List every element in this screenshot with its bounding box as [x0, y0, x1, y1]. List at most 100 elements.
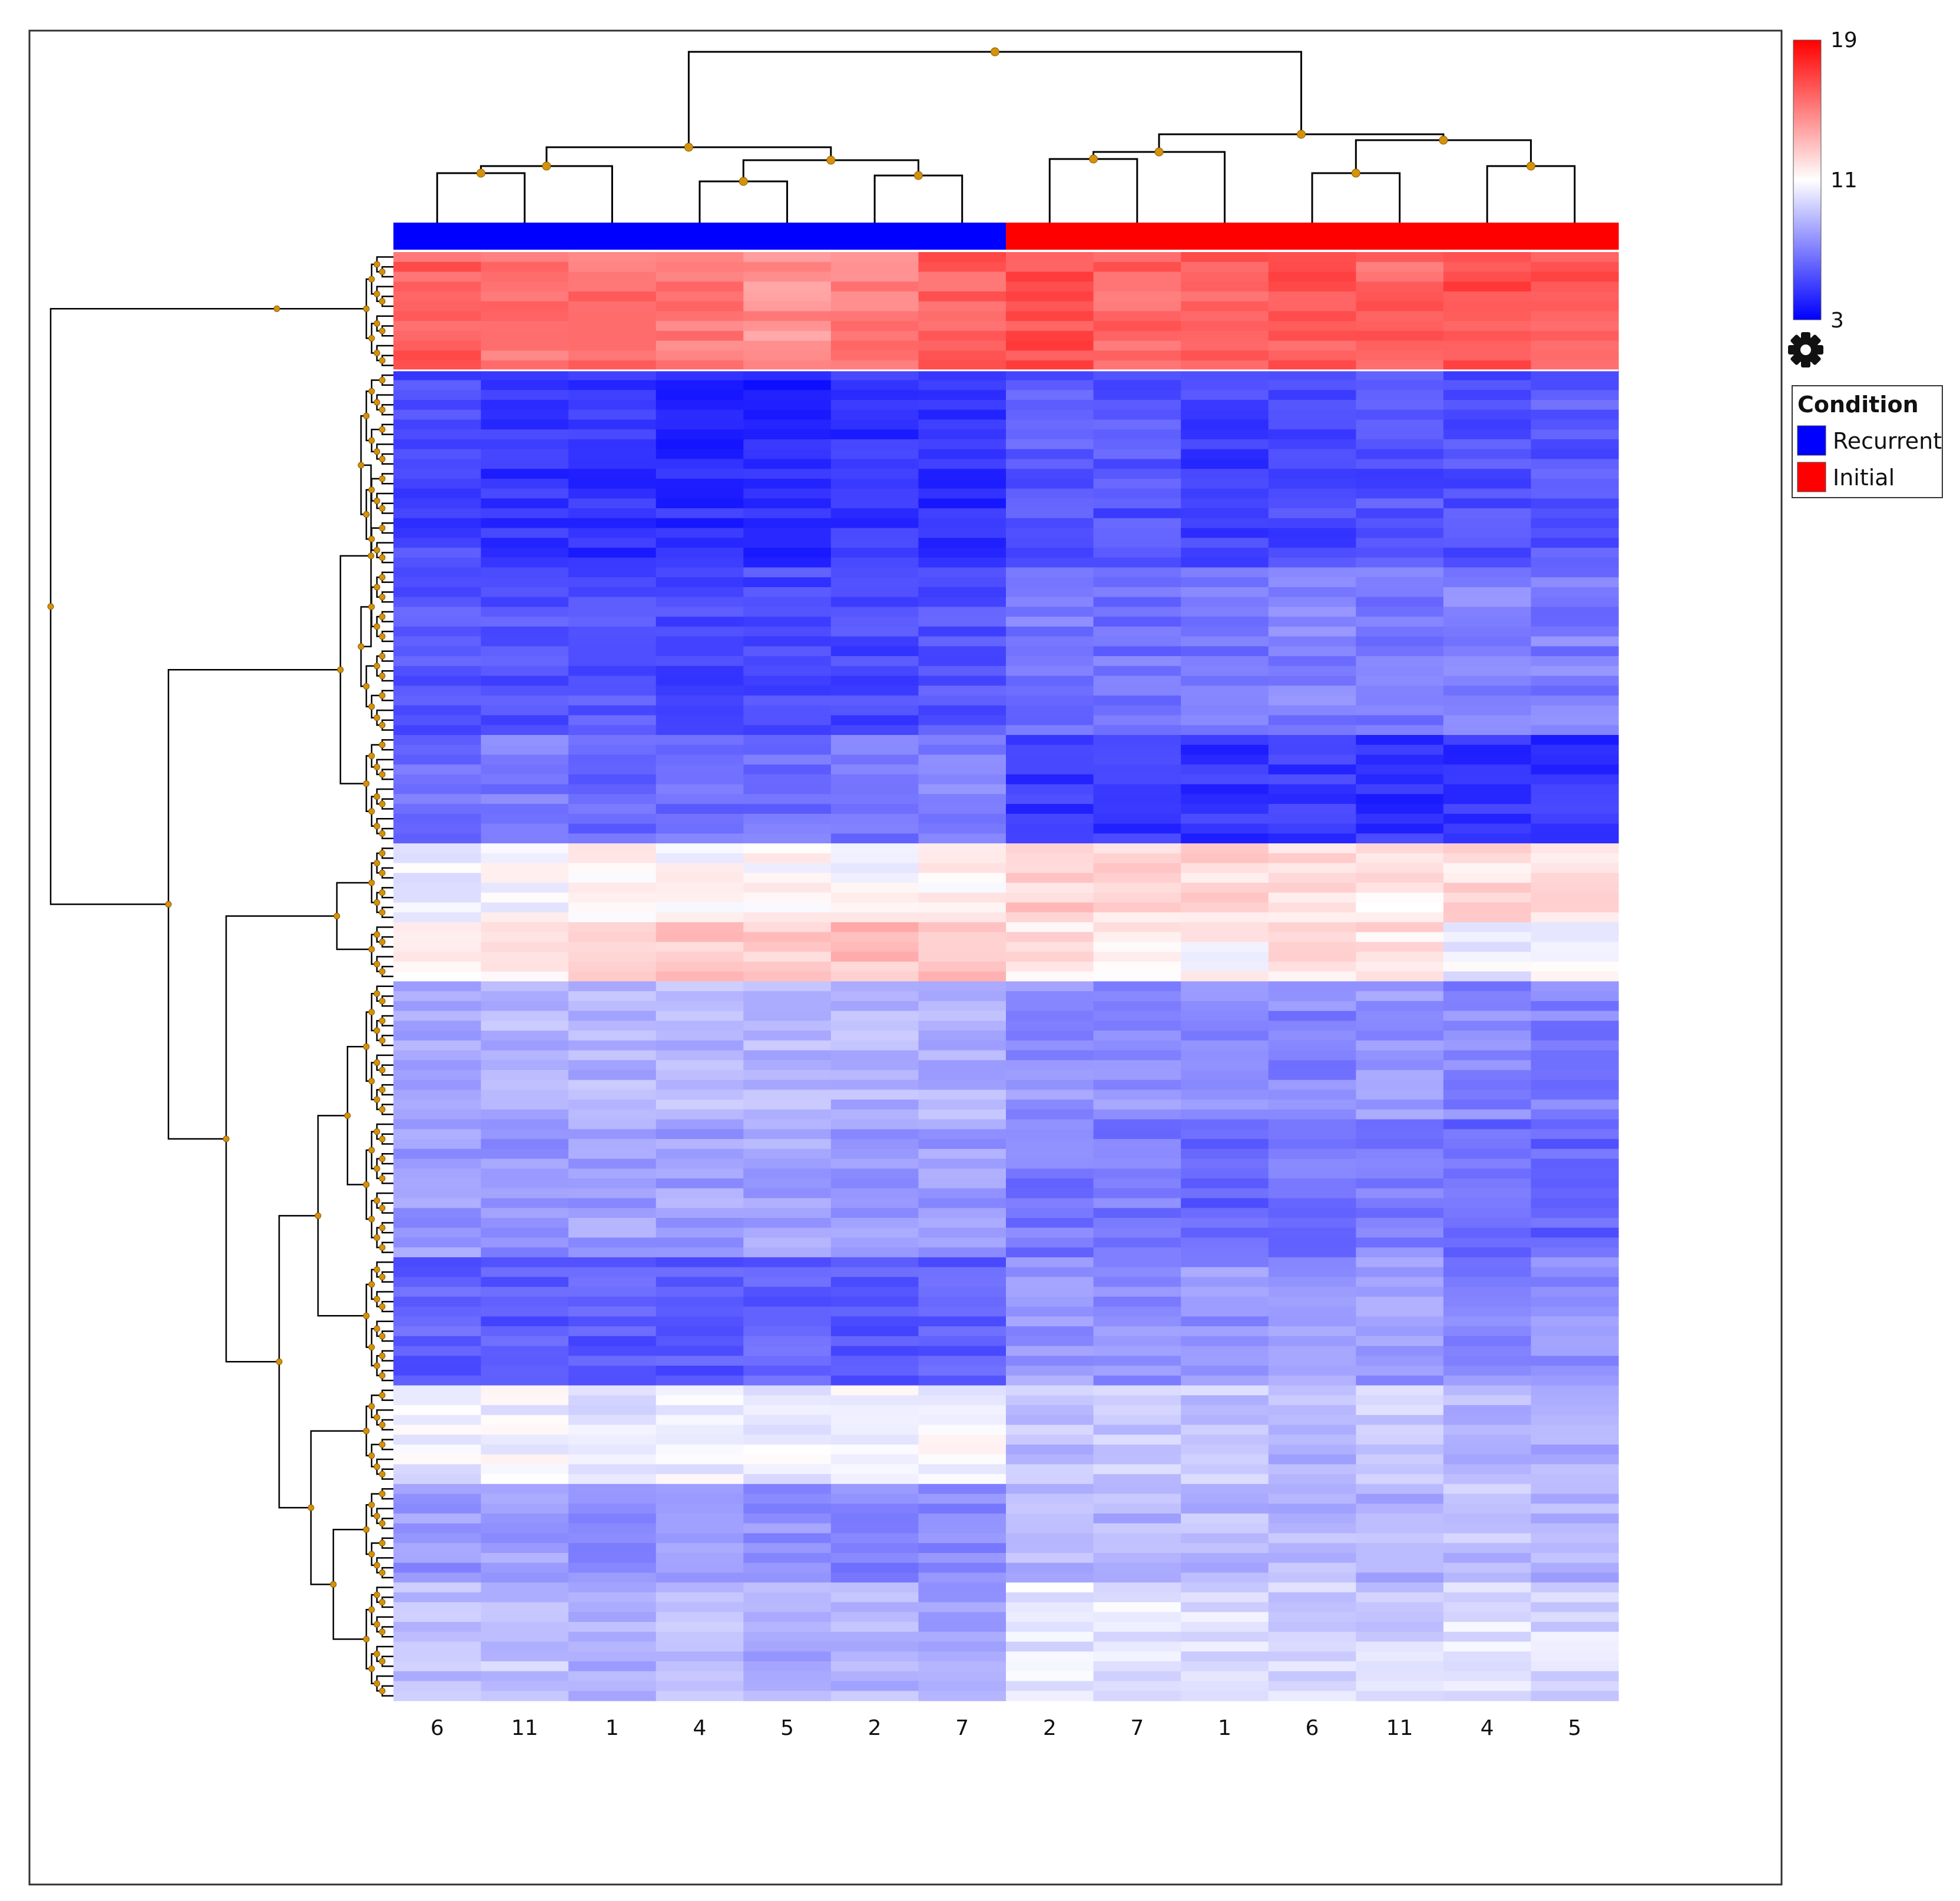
- heatmap-cell: [393, 1099, 482, 1110]
- dendrogram-node: [368, 1452, 375, 1459]
- heatmap-cell: [1356, 1050, 1444, 1061]
- heatmap-cell: [743, 656, 832, 667]
- heatmap-cell: [568, 1503, 657, 1514]
- heatmap-cell: [481, 291, 569, 302]
- heatmap-cell: [1443, 1622, 1532, 1632]
- heatmap-cell: [1268, 675, 1356, 686]
- heatmap-cell: [918, 518, 1007, 529]
- heatmap-cell: [918, 735, 1007, 746]
- heatmap-cell: [568, 1306, 657, 1317]
- heatmap-cell: [393, 1011, 482, 1021]
- heatmap-cell: [743, 764, 832, 775]
- heatmap-cell: [1181, 617, 1269, 627]
- heatmap-cell: [393, 725, 482, 736]
- heatmap-cell: [1356, 518, 1444, 529]
- heatmap-cell: [568, 400, 657, 410]
- heatmap-cell: [568, 1277, 657, 1287]
- heatmap-cell: [481, 942, 569, 952]
- heatmap-cell: [1531, 321, 1619, 332]
- heatmap-cell: [1181, 1592, 1269, 1603]
- heatmap-cell: [655, 1237, 744, 1248]
- heatmap-cell: [830, 1069, 919, 1081]
- heatmap-cell: [1268, 538, 1356, 548]
- heatmap-cell: [918, 961, 1007, 972]
- heatmap-cell: [1006, 1296, 1094, 1307]
- heatmap-cell: [1181, 1148, 1269, 1160]
- heatmap-cell: [481, 1523, 569, 1534]
- heatmap-cell: [393, 932, 482, 943]
- heatmap-cell: [1268, 883, 1356, 893]
- heatmap-cell: [743, 1651, 832, 1662]
- heatmap-cell: [1006, 1543, 1094, 1554]
- heatmap-cell: [1443, 823, 1532, 834]
- heatmap-cell: [918, 478, 1007, 489]
- heatmap-cell: [655, 360, 744, 371]
- dendrogram-node: [223, 1135, 230, 1142]
- heatmap-cell: [1006, 725, 1094, 736]
- heatmap-cell: [1181, 459, 1269, 469]
- heatmap-cell: [1268, 942, 1356, 952]
- heatmap-cell: [830, 1543, 919, 1554]
- dendrogram-node: [363, 1043, 370, 1050]
- heatmap-cell: [743, 1129, 832, 1140]
- heatmap-cell: [1006, 991, 1094, 1002]
- dendrogram-node: [373, 261, 380, 268]
- heatmap-cell: [918, 261, 1007, 273]
- heatmap-cell: [1268, 715, 1356, 726]
- heatmap-cell: [1356, 1523, 1444, 1534]
- heatmap-cell: [568, 311, 657, 322]
- heatmap-cell: [481, 853, 569, 864]
- heatmap-cell: [1006, 1031, 1094, 1041]
- heatmap-cell: [743, 271, 832, 282]
- heatmap-cell: [830, 883, 919, 893]
- heatmap-cell: [481, 1031, 569, 1041]
- heatmap-cell: [481, 1011, 569, 1021]
- heatmap-cell: [1443, 942, 1532, 952]
- heatmap-cell: [743, 696, 832, 706]
- heatmap-cell: [655, 833, 744, 844]
- heatmap-cell: [655, 1296, 744, 1307]
- annotation-cell-recurrent: [481, 223, 569, 250]
- heatmap-cell: [481, 449, 569, 460]
- heatmap-cell: [393, 1069, 482, 1081]
- heatmap-cell: [1093, 1257, 1181, 1268]
- heatmap-cell: [1443, 696, 1532, 706]
- heatmap-cell: [743, 439, 832, 450]
- heatmap-cell: [1531, 261, 1619, 273]
- heatmap-cell: [1093, 1356, 1181, 1366]
- dendrogram-node: [333, 913, 340, 919]
- heatmap-cell: [393, 1031, 482, 1041]
- heatmap-cell: [1356, 1415, 1444, 1426]
- heatmap-cell: [568, 665, 657, 677]
- heatmap-cell: [393, 1385, 482, 1396]
- heatmap-cell: [1531, 883, 1619, 893]
- dendrogram-node: [307, 1504, 314, 1511]
- heatmap-cell: [655, 1454, 744, 1465]
- heatmap-cell: [393, 1435, 482, 1445]
- legend-title: Condition: [1797, 392, 1919, 418]
- heatmap-cell: [918, 1612, 1007, 1622]
- gear-icon[interactable]: [1788, 332, 1823, 367]
- heatmap-cell: [1531, 912, 1619, 923]
- heatmap-cell: [830, 892, 919, 903]
- heatmap-cell: [655, 1691, 744, 1701]
- dendrogram-node: [379, 938, 386, 945]
- heatmap-cell: [1006, 794, 1094, 804]
- heatmap-cell: [1093, 1631, 1181, 1642]
- heatmap-cell: [1181, 1119, 1269, 1130]
- heatmap-cell: [481, 1050, 569, 1061]
- heatmap-cell: [1531, 1444, 1619, 1455]
- dendrogram-node: [373, 1266, 380, 1273]
- heatmap-cell: [1268, 1218, 1356, 1228]
- heatmap-cell: [568, 754, 657, 765]
- heatmap-cell: [743, 744, 832, 756]
- heatmap-cell: [918, 1198, 1007, 1208]
- heatmap-cell: [1006, 735, 1094, 746]
- heatmap-cell: [1006, 1454, 1094, 1465]
- heatmap-cell: [1531, 1503, 1619, 1514]
- heatmap-cell: [918, 665, 1007, 677]
- heatmap-cell: [918, 912, 1007, 923]
- heatmap-cell: [481, 1158, 569, 1169]
- heatmap-cell: [1531, 429, 1619, 440]
- heatmap-cell: [830, 1119, 919, 1130]
